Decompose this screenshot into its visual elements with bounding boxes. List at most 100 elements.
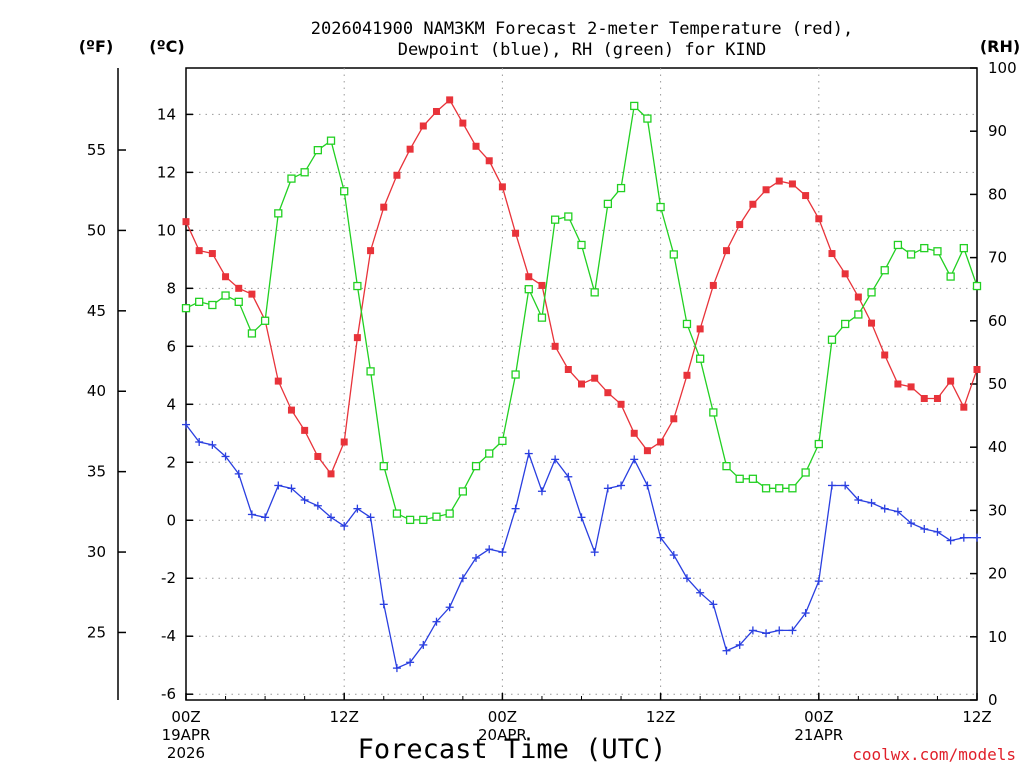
- rh-point: [801, 468, 810, 477]
- fahrenheit-tick-label: 30: [87, 543, 106, 561]
- rh-tick-label: 100: [988, 59, 1017, 77]
- rh-point: [564, 212, 573, 221]
- rh-point: [340, 187, 349, 196]
- fahrenheit-tick-label: 45: [87, 302, 106, 320]
- x-tick-label: 2026: [167, 744, 205, 762]
- rh-unit-label: (RH): [980, 37, 1020, 56]
- dewpoint-point: [867, 498, 876, 507]
- dewpoint-point: [630, 455, 639, 464]
- celsius-tick-label: 12: [157, 163, 176, 181]
- rh-point: [274, 209, 283, 218]
- chart-title-line2: Dewpoint (blue), RH (green) for KIND: [398, 40, 766, 60]
- red-series-line: [185, 98, 978, 476]
- rh-point: [867, 288, 876, 297]
- temperature-point: [683, 371, 691, 379]
- x-tick-label: 12Z: [330, 708, 359, 726]
- dewpoint-point: [537, 487, 546, 496]
- temperature-point: [762, 186, 770, 194]
- celsius-tick-label: 6: [166, 337, 176, 355]
- dewpoint-point: [195, 437, 204, 446]
- dewpoint-point: [300, 495, 309, 504]
- temperature-point: [367, 247, 375, 255]
- rh-point: [972, 281, 982, 291]
- temperature-point: [498, 183, 506, 191]
- temperature-point: [235, 284, 243, 292]
- dewpoint-point: [854, 495, 863, 504]
- dewpoint-point: [406, 658, 415, 667]
- temperature-point: [920, 394, 928, 402]
- dewpoint-point: [182, 420, 190, 429]
- temperature-point: [841, 270, 849, 278]
- rh-point: [775, 484, 784, 493]
- dewpoint-point: [762, 629, 771, 638]
- rh-point: [208, 300, 217, 310]
- temperature-point: [406, 145, 414, 153]
- celsius-tick-label: 4: [166, 395, 176, 413]
- x-tick-label: 00Z: [804, 708, 833, 726]
- dewpoint-point: [366, 513, 375, 522]
- temperature-point: [854, 293, 862, 301]
- temperature-point: [564, 366, 572, 374]
- rh-point: [841, 319, 850, 329]
- dewpoint-point: [287, 484, 296, 493]
- temperature-point: [643, 447, 651, 455]
- dewpoint-point: [603, 484, 612, 493]
- rh-point: [827, 335, 837, 344]
- rh-tick-label: 20: [988, 565, 1007, 583]
- dewpoint-point: [814, 577, 823, 586]
- rh-point: [616, 183, 626, 193]
- celsius-tick-label: -4: [161, 627, 176, 645]
- rh-tick-label: 0: [988, 691, 998, 709]
- credit-text: coolwx.com/models: [852, 745, 1016, 764]
- dewpoint-point: [551, 455, 560, 464]
- celsius-tick-label: 2: [166, 453, 176, 471]
- rh-point: [630, 101, 639, 111]
- dewpoint-point: [564, 472, 573, 481]
- rh-point: [590, 288, 599, 297]
- temperature-point: [419, 122, 427, 130]
- temperature-point: [933, 394, 941, 402]
- celsius-unit-label: (ºC): [149, 37, 184, 56]
- rh-point: [353, 281, 362, 291]
- dewpoint-point: [208, 440, 217, 449]
- rh-point: [221, 291, 230, 300]
- temperature-point: [788, 180, 796, 188]
- temperature-point: [380, 203, 388, 211]
- rh-point: [920, 243, 929, 253]
- dewpoint-point: [445, 603, 454, 612]
- dewpoint-point: [959, 533, 968, 542]
- rh-point: [893, 240, 903, 250]
- temperature-point: [709, 281, 717, 289]
- dewpoint-point: [485, 545, 494, 554]
- temperature-point: [815, 215, 823, 223]
- temperature-point: [538, 281, 546, 289]
- dewpoint-point: [327, 513, 336, 522]
- rh-point: [788, 484, 797, 493]
- celsius-tick-label: -2: [161, 569, 176, 587]
- celsius-tick-label: 0: [166, 511, 176, 529]
- temperature-point: [274, 377, 282, 385]
- dewpoint-point: [458, 574, 467, 583]
- dewpoint-point: [827, 481, 836, 490]
- temperature-point: [208, 250, 216, 258]
- rh-point: [722, 462, 731, 471]
- rh-point: [392, 509, 402, 518]
- rh-point: [419, 515, 428, 525]
- dewpoint-point: [274, 481, 283, 490]
- dewpoint-point: [432, 617, 441, 626]
- temperature-point: [340, 438, 348, 446]
- rh-point: [326, 136, 336, 145]
- rh-point: [696, 354, 705, 363]
- dewpoint-point: [801, 609, 810, 618]
- temperature-point: [894, 380, 902, 388]
- rh-point: [181, 304, 191, 313]
- temperature-point: [696, 325, 704, 333]
- rh-tick-label: 10: [988, 628, 1007, 646]
- rh-point: [880, 266, 889, 275]
- rh-point: [577, 240, 586, 250]
- dewpoint-point: [748, 626, 757, 635]
- rh-point: [669, 250, 678, 259]
- fahrenheit-tick-label: 25: [87, 623, 106, 641]
